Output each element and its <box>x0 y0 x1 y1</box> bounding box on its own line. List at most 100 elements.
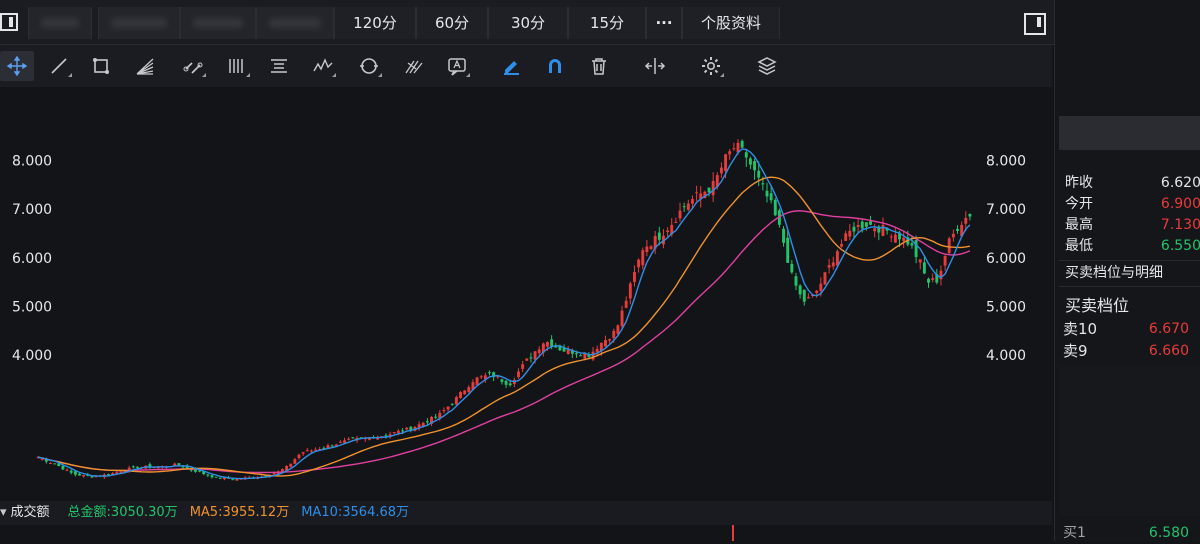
panel-toggle-icon[interactable] <box>1024 13 1046 35</box>
annotation-icon[interactable] <box>440 51 474 81</box>
candle-body <box>649 246 653 250</box>
candle-body <box>471 382 475 390</box>
gear-icon[interactable] <box>694 51 728 81</box>
tab-120min[interactable]: 120分 <box>334 7 416 39</box>
candle-body <box>73 471 77 475</box>
cycle-icon[interactable] <box>352 51 386 81</box>
tab-60min[interactable]: 60分 <box>416 7 488 39</box>
candle-body <box>728 151 732 155</box>
candle-body <box>541 343 545 353</box>
layers-icon[interactable] <box>750 51 784 81</box>
y-tick-label-right: 8.000 <box>986 154 1026 170</box>
candle-body <box>927 278 930 283</box>
candle-body <box>438 412 442 419</box>
candle-body <box>123 470 127 473</box>
candle-body <box>769 193 773 201</box>
fork-icon[interactable] <box>396 51 430 81</box>
candle-body <box>695 192 699 194</box>
ask-9: 卖9 6.660 <box>1063 342 1189 360</box>
fan-icon[interactable] <box>128 51 162 81</box>
candle-body <box>637 259 641 268</box>
tab-15min[interactable]: 15分 <box>568 7 646 39</box>
tab-blurred-2[interactable] <box>98 7 180 39</box>
candle-body <box>430 416 433 424</box>
candle-body <box>947 238 951 254</box>
quote-open: 今开 6.900 <box>1065 196 1200 212</box>
candle-body <box>794 276 798 286</box>
candle-body <box>537 349 541 354</box>
candle-body <box>131 466 135 468</box>
candle-body <box>773 199 777 216</box>
candlestick-chart[interactable]: 8.000 7.000 6.000 5.000 4.000 8.000 7.000 6.00… <box>0 87 1052 501</box>
trash-icon[interactable] <box>582 51 616 81</box>
candle-body <box>806 297 810 299</box>
candle-body <box>558 345 562 351</box>
candle-body <box>898 232 901 240</box>
candle-body <box>819 283 823 291</box>
tab-blurred-4[interactable] <box>256 7 334 39</box>
candle-body <box>479 376 483 378</box>
candle-body <box>889 236 893 238</box>
candles <box>36 139 972 481</box>
candle-body <box>575 353 578 355</box>
candle-body <box>968 213 972 217</box>
candle-body <box>732 148 736 150</box>
candle-body <box>525 358 529 361</box>
candle-body <box>740 140 744 148</box>
candle-body <box>119 471 123 473</box>
candle-body <box>82 474 86 477</box>
more-tabs-button[interactable]: ··· <box>646 7 682 39</box>
candle-body <box>579 355 583 357</box>
layout-icon[interactable] <box>0 13 18 31</box>
candle-body <box>206 474 210 476</box>
candle-body <box>869 221 872 225</box>
expand-icon[interactable] <box>638 51 672 81</box>
pen-icon[interactable] <box>494 51 528 81</box>
candle-body <box>78 473 81 476</box>
candle-body <box>782 228 786 243</box>
channel-icon[interactable] <box>176 51 210 81</box>
candle-body <box>272 473 276 475</box>
candle-body <box>61 465 65 470</box>
text-block-icon[interactable] <box>262 51 296 81</box>
candle-body <box>194 468 197 472</box>
candle-body <box>405 427 409 430</box>
candle-body <box>885 228 889 231</box>
candle-body <box>218 477 222 479</box>
candle-body <box>57 463 61 467</box>
candle-body <box>181 466 185 468</box>
tab-blurred-3[interactable] <box>180 7 256 39</box>
candle-body <box>107 474 110 476</box>
candle-body <box>508 383 512 386</box>
quote-prev-close: 昨收 6.620 <box>1065 175 1200 191</box>
candle-body <box>877 226 881 233</box>
y-tick-label-left: 5.000 <box>12 299 52 315</box>
candle-body <box>305 450 309 452</box>
candle-body <box>521 364 525 369</box>
candle-body <box>500 379 504 382</box>
candle-body <box>396 430 400 433</box>
candle-body <box>674 221 678 223</box>
tab-30min[interactable]: 30分 <box>488 7 568 39</box>
y-tick-label-left: 7.000 <box>12 202 52 218</box>
crosshair-icon[interactable] <box>0 51 34 81</box>
candle-body <box>844 233 848 241</box>
magnet-icon[interactable] <box>538 51 572 81</box>
rect-icon[interactable] <box>84 51 118 81</box>
y-tick-label-right: 5.000 <box>986 299 1026 315</box>
ma-long-line <box>37 210 971 474</box>
candle-body <box>330 445 334 447</box>
candle-body <box>517 371 520 378</box>
candle-body <box>417 424 421 428</box>
depth-detail-link[interactable]: 买卖档位与明细 <box>1065 265 1163 281</box>
candle-body <box>827 265 831 268</box>
y-tick-label-left: 6.000 <box>12 251 52 267</box>
wave-icon[interactable] <box>306 51 340 81</box>
candle-body <box>707 187 711 193</box>
candle-body <box>960 224 964 237</box>
tab-stock-profile[interactable]: 个股资料 <box>682 7 780 39</box>
line-icon[interactable] <box>42 51 76 81</box>
tab-blurred-1[interactable] <box>28 7 92 39</box>
vertical-lines-icon[interactable] <box>220 51 254 81</box>
candle-body <box>761 183 765 185</box>
